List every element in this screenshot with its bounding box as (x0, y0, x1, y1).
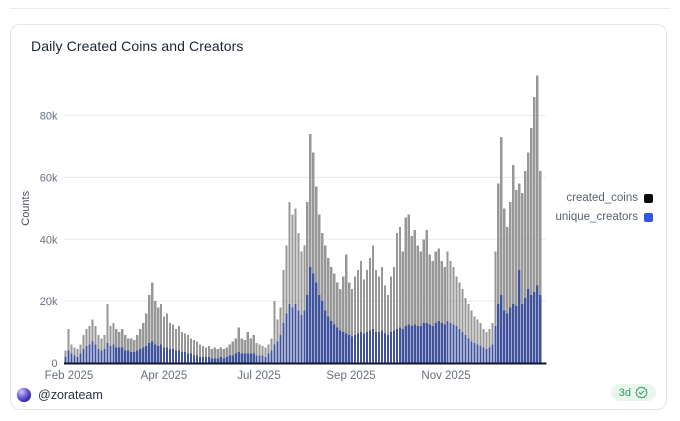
svg-text:Sep 2025: Sep 2025 (326, 370, 375, 382)
svg-text:Nov 2025: Nov 2025 (421, 370, 470, 382)
top-divider (10, 8, 670, 9)
legend-swatch-unique-creators (644, 212, 653, 222)
legend-swatch-created-coins (644, 193, 653, 203)
svg-text:20k: 20k (40, 296, 58, 308)
freshness-badge[interactable]: 3d (610, 384, 656, 401)
bar-chart-plot-area[interactable]: 0 20k 40k 60k 80k Counts Feb 2025 Apr 2025 Jul 2… (11, 25, 668, 411)
chart-card: Daily Created Coins and Creators 0 20k 40k… (10, 24, 667, 410)
svg-text:Apr 2025: Apr 2025 (141, 370, 188, 382)
card-footer: @zorateam 3d (11, 380, 666, 402)
svg-text:0: 0 (51, 358, 57, 370)
svg-text:80k: 80k (40, 111, 58, 123)
freshness-badge-text: 3d (618, 386, 631, 399)
legend-item-created-coins[interactable]: created_coins (566, 192, 653, 204)
svg-text:Counts: Counts (20, 190, 32, 225)
svg-text:Jul 2025: Jul 2025 (237, 370, 280, 382)
author-link[interactable]: @zorateam (17, 388, 103, 402)
legend-label-created-coins: created_coins (566, 192, 638, 204)
verified-check-icon (635, 386, 648, 399)
svg-text:60k: 60k (40, 172, 58, 184)
zora-orb-avatar-icon (17, 388, 31, 402)
svg-text:40k: 40k (40, 234, 58, 246)
chart-title: Daily Created Coins and Creators (31, 38, 244, 54)
author-handle: @zorateam (38, 388, 103, 402)
chart-legend: created_coins unique_creators (556, 192, 653, 223)
legend-item-unique-creators[interactable]: unique_creators (556, 211, 653, 223)
svg-text:Feb 2025: Feb 2025 (45, 370, 94, 382)
legend-label-unique-creators: unique_creators (555, 211, 638, 223)
